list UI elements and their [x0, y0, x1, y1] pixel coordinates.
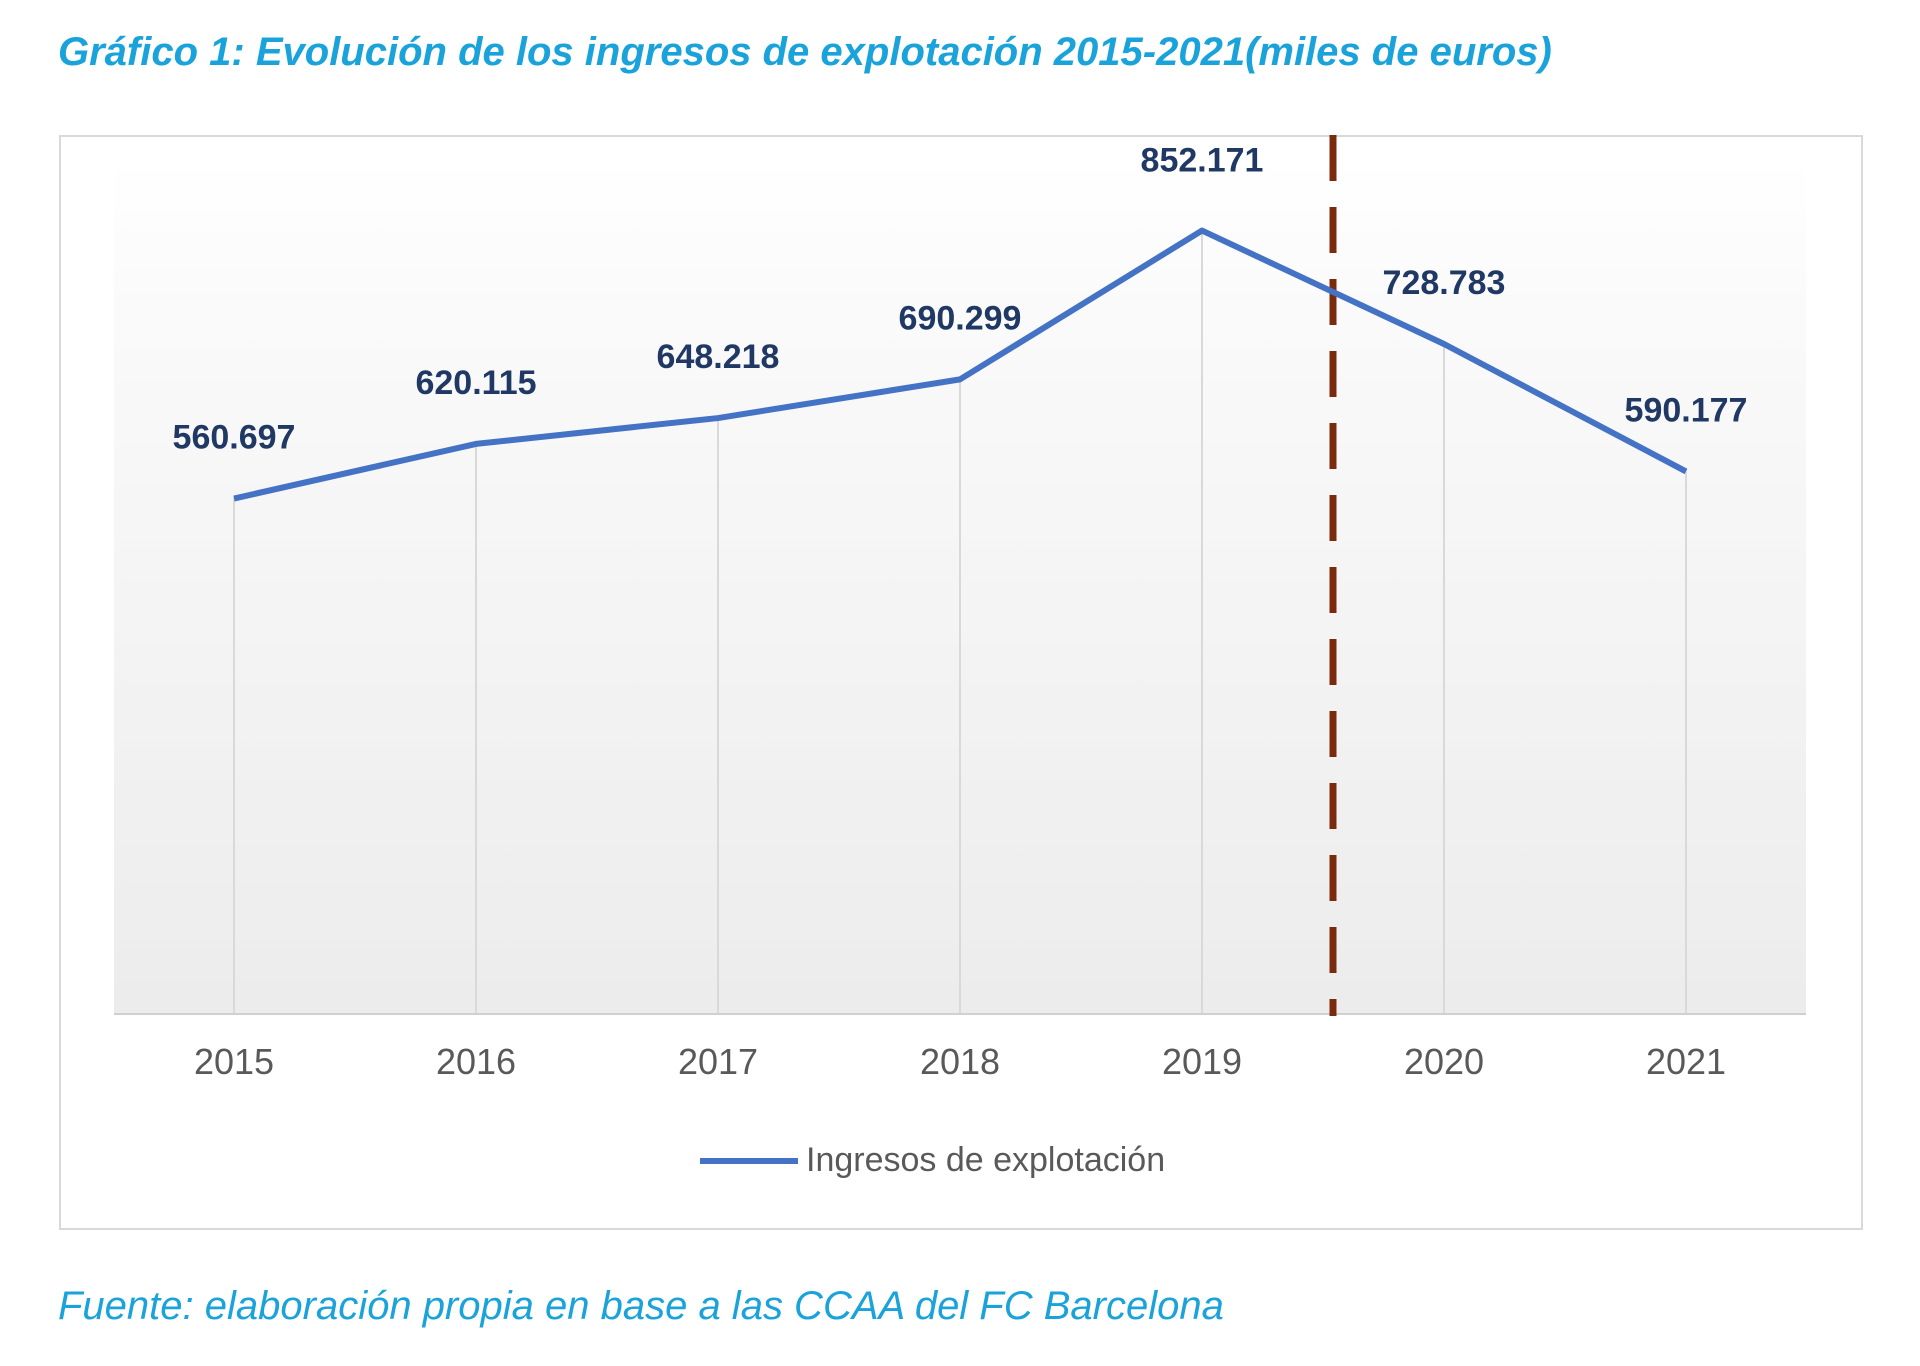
x-tick-label: 2019: [1162, 1041, 1242, 1082]
data-label: 690.299: [899, 299, 1022, 337]
x-tick-label: 2018: [920, 1041, 1000, 1082]
data-label: 728.783: [1383, 264, 1506, 302]
x-tick-label: 2015: [194, 1041, 274, 1082]
data-label: 620.115: [415, 364, 536, 402]
data-label: 648.218: [657, 338, 780, 376]
x-tick-label: 2020: [1404, 1041, 1484, 1082]
chart-frame: [59, 135, 1863, 1230]
source-note: Fuente: elaboración propia en base a las…: [58, 1284, 1224, 1328]
data-label: 590.177: [1625, 391, 1748, 429]
x-tick-label: 2021: [1646, 1041, 1726, 1082]
data-label: 560.697: [173, 419, 296, 457]
chart-title: Gráfico 1: Evolución de los ingresos de …: [58, 30, 1552, 74]
data-label: 852.171: [1141, 142, 1264, 180]
x-tick-label: 2016: [436, 1041, 516, 1082]
legend-label: Ingresos de explotación: [806, 1141, 1165, 1179]
x-tick-label: 2017: [678, 1041, 758, 1082]
